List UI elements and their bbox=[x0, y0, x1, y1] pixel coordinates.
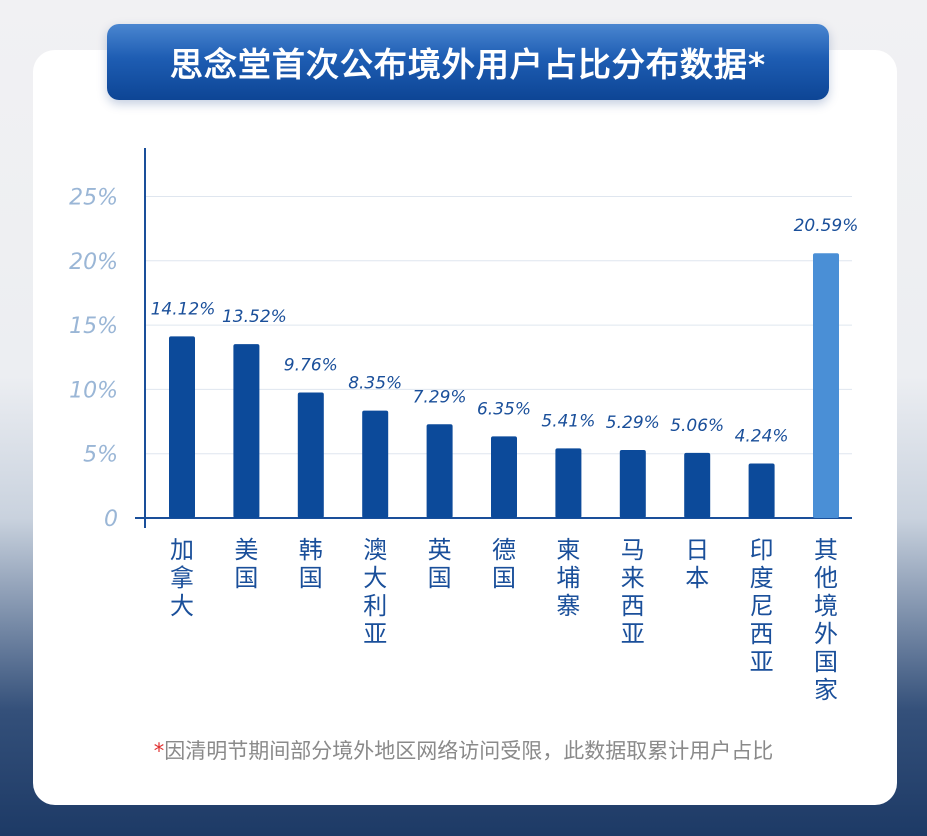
data-label: 5.29% bbox=[606, 413, 660, 433]
data-label: 13.52% bbox=[222, 307, 287, 327]
x-tick-label: 亚 bbox=[750, 648, 774, 676]
bar bbox=[169, 336, 195, 518]
x-tick-label: 美 bbox=[234, 536, 258, 564]
x-tick-label: 他 bbox=[814, 564, 838, 592]
x-tick-label: 其 bbox=[814, 536, 838, 564]
x-tick-label: 国 bbox=[492, 564, 516, 592]
x-tick-label: 西 bbox=[621, 592, 645, 620]
bar bbox=[555, 448, 582, 518]
footnote-star: * bbox=[153, 739, 165, 763]
bar bbox=[233, 344, 260, 518]
y-tick-label: 15% bbox=[69, 314, 118, 339]
x-tick-label: 国 bbox=[428, 564, 452, 592]
x-tick-label: 英 bbox=[428, 536, 452, 564]
x-tick-label: 来 bbox=[621, 564, 645, 592]
data-label: 20.59% bbox=[794, 216, 859, 236]
y-tick-label: 20% bbox=[69, 250, 118, 275]
x-tick-label: 埔 bbox=[556, 564, 580, 592]
x-tick-label: 亚 bbox=[363, 620, 387, 648]
x-tick-label: 德 bbox=[492, 536, 516, 564]
x-tick-label: 柬 bbox=[556, 536, 580, 564]
x-tick-label: 度 bbox=[750, 564, 774, 592]
x-tick-label: 西 bbox=[750, 620, 774, 648]
footnote-text: 因清明节期间部分境外地区网络访问受限，此数据取累计用户占比 bbox=[164, 739, 774, 763]
x-tick-label: 马 bbox=[621, 536, 645, 564]
x-tick-label: 家 bbox=[814, 676, 838, 704]
bar bbox=[813, 253, 839, 519]
y-tick-label: 0 bbox=[104, 507, 118, 532]
data-label: 9.76% bbox=[284, 355, 338, 375]
x-tick-label: 韩 bbox=[299, 536, 323, 564]
x-tick-label: 拿 bbox=[170, 564, 194, 592]
x-tick-label: 寨 bbox=[556, 592, 580, 620]
x-tick-label: 国 bbox=[299, 564, 323, 592]
x-tick-label: 日 bbox=[685, 536, 709, 564]
bar bbox=[362, 410, 389, 518]
bar bbox=[426, 424, 453, 518]
data-label: 7.29% bbox=[413, 387, 467, 407]
x-tick-label: 大 bbox=[170, 592, 194, 620]
data-label: 4.24% bbox=[735, 426, 789, 446]
y-tick-label: 5% bbox=[83, 443, 118, 468]
bar bbox=[297, 392, 324, 518]
x-tick-label: 本 bbox=[685, 564, 709, 592]
bar bbox=[748, 463, 775, 518]
data-label: 5.41% bbox=[541, 411, 595, 431]
x-tick-label: 加 bbox=[170, 536, 194, 564]
data-label: 14.12% bbox=[151, 299, 216, 319]
x-tick-label: 澳 bbox=[363, 536, 387, 564]
x-tick-label: 境 bbox=[814, 592, 838, 620]
x-tick-label: 外 bbox=[814, 620, 838, 648]
data-label: 8.35% bbox=[348, 374, 402, 394]
bar bbox=[491, 436, 517, 518]
data-label: 5.06% bbox=[670, 416, 724, 436]
x-tick-label: 尼 bbox=[750, 592, 774, 620]
footnote: *因清明节期间部分境外地区网络访问受限，此数据取累计用户占比 bbox=[0, 735, 927, 765]
chart-title: 思念堂首次公布境外用户占比分布数据* bbox=[107, 24, 829, 100]
y-tick-label: 25% bbox=[69, 186, 118, 211]
x-tick-label: 印 bbox=[750, 536, 774, 564]
y-tick-label: 10% bbox=[69, 378, 118, 403]
bar bbox=[619, 449, 646, 518]
x-tick-label: 亚 bbox=[621, 620, 645, 648]
x-tick-label: 大 bbox=[363, 564, 387, 592]
x-tick-label: 国 bbox=[234, 564, 258, 592]
bar bbox=[684, 452, 711, 518]
x-tick-label: 利 bbox=[363, 592, 387, 620]
x-tick-label: 国 bbox=[814, 648, 838, 676]
data-label: 6.35% bbox=[477, 399, 531, 419]
